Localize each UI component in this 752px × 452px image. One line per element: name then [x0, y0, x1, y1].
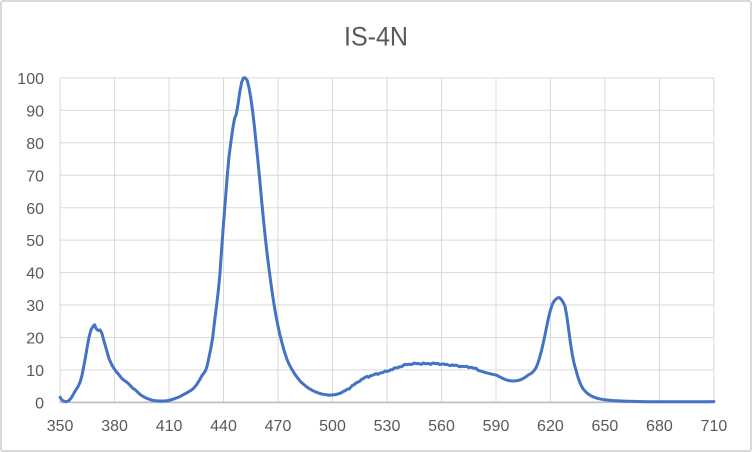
svg-text:560: 560: [428, 418, 455, 435]
svg-text:380: 380: [101, 418, 128, 435]
svg-text:10: 10: [26, 363, 44, 380]
svg-text:40: 40: [26, 266, 44, 283]
svg-text:680: 680: [646, 418, 673, 435]
svg-text:70: 70: [26, 168, 44, 185]
svg-text:710: 710: [701, 418, 728, 435]
svg-text:30: 30: [26, 298, 44, 315]
svg-text:100: 100: [17, 71, 44, 88]
svg-text:90: 90: [26, 103, 44, 120]
svg-text:590: 590: [483, 418, 510, 435]
svg-text:350: 350: [47, 418, 74, 435]
svg-text:500: 500: [319, 418, 346, 435]
svg-text:80: 80: [26, 136, 44, 153]
svg-text:0: 0: [35, 396, 44, 413]
svg-text:470: 470: [265, 418, 292, 435]
svg-text:IS-4N: IS-4N: [344, 22, 408, 52]
svg-text:530: 530: [374, 418, 401, 435]
svg-text:50: 50: [26, 233, 44, 250]
svg-text:650: 650: [592, 418, 619, 435]
svg-text:60: 60: [26, 201, 44, 218]
svg-text:20: 20: [26, 331, 44, 348]
svg-text:440: 440: [210, 418, 237, 435]
svg-text:620: 620: [537, 418, 564, 435]
svg-text:410: 410: [156, 418, 183, 435]
